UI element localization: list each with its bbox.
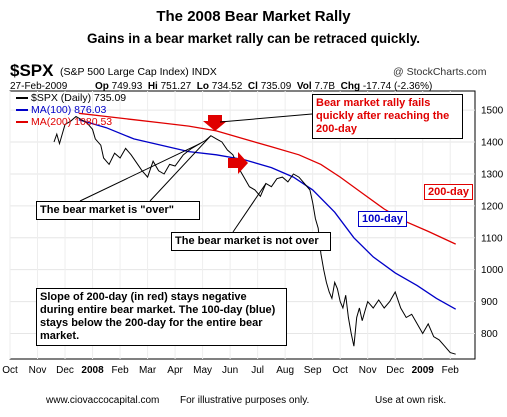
series-line-0 <box>53 115 456 355</box>
red-arrow-right-icon <box>228 152 248 174</box>
brand-label: @ StockCharts.com <box>393 66 487 78</box>
y-tick-label: 900 <box>481 297 498 308</box>
x-tick-label: Feb <box>111 365 129 376</box>
x-tick-label: Nov <box>359 365 377 376</box>
y-tick-label: 1100 <box>481 233 503 244</box>
y-tick-label: 1400 <box>481 138 504 149</box>
x-tick-label: Mar <box>139 365 157 376</box>
y-tick-label: 1300 <box>481 169 504 180</box>
footer-risk: Use at own risk. <box>375 395 447 406</box>
x-tick-label: Dec <box>56 365 74 376</box>
annotation-bear-not-over: The bear market is not over <box>171 232 331 251</box>
x-tick-label: Jun <box>222 365 238 376</box>
x-tick-label: 2008 <box>81 365 104 376</box>
quote-date: 27-Feb-2009 <box>10 81 68 92</box>
series-line-1 <box>78 119 457 310</box>
annotation-slope: Slope of 200-day (in red) stays negative… <box>36 288 287 346</box>
bear-over-pointer-2 <box>149 135 212 202</box>
chart-subtitle: Gains in a bear market rally can be retr… <box>87 31 420 46</box>
annotation-rally-fails: Bear market rally fails quickly after re… <box>312 94 463 139</box>
label-100-day: 100-day <box>358 211 407 227</box>
annotation-pointers <box>79 135 267 233</box>
legend-ma200: MA(200) 1080.53 <box>16 116 112 128</box>
bear-over-pointer-1 <box>79 143 201 202</box>
red-arrow-down-icon <box>203 115 227 131</box>
quote-line: Op 749.93 Hi 751.27 Lo 734.52 Cl 735.09 … <box>95 81 433 92</box>
y-tick-label: 1500 <box>481 106 504 117</box>
x-tick-label: Aug <box>276 365 294 376</box>
rally-pointer-line <box>219 113 313 123</box>
x-tick-label: Jul <box>251 365 264 376</box>
legend-price: $SPX (Daily) 735.09 <box>16 92 126 104</box>
y-tick-label: 800 <box>481 329 498 340</box>
legend-ma100: MA(100) 876.03 <box>16 104 106 116</box>
x-tick-label: 2009 <box>412 365 435 376</box>
x-tick-label: Nov <box>29 365 47 376</box>
symbol: $SPX <box>10 61 54 80</box>
y-tick-label: 1200 <box>481 201 504 212</box>
x-tick-label: Feb <box>442 365 460 376</box>
x-tick-label: Dec <box>386 365 404 376</box>
x-tick-label: May <box>193 365 212 376</box>
x-tick-label: Oct <box>2 365 18 376</box>
bear-not-over-pointer <box>232 183 267 233</box>
x-axis: Oct Nov Dec 2008 Feb Mar Apr May Jun Jul Aug Sep Oct… <box>2 365 459 376</box>
footer-illustrative: For illustrative purposes only. <box>180 395 310 406</box>
x-tick-label: Oct <box>332 365 348 376</box>
y-axis: 800 900 1000 1100 1200 1300 1400 1500 <box>481 106 504 340</box>
footer-site: www.ciovaccocapital.com <box>46 395 160 406</box>
x-tick-label: Apr <box>167 365 183 376</box>
label-200-day: 200-day <box>424 184 473 200</box>
symbol-description: (S&P 500 Large Cap Index) INDX <box>60 66 217 78</box>
x-tick-label: Sep <box>304 365 322 376</box>
chart-title: The 2008 Bear Market Rally <box>156 8 351 25</box>
y-tick-label: 1000 <box>481 265 504 276</box>
annotation-bear-over: The bear market is "over" <box>36 201 200 220</box>
